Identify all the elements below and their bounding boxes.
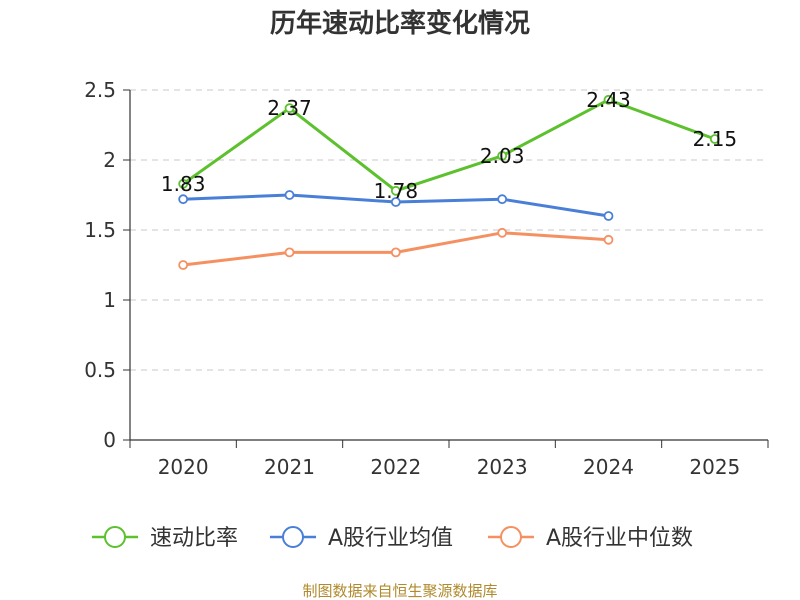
legend-label-0: 速动比率 [150,526,238,551]
x-tick-label-2021: 2021 [264,455,315,479]
data-labels: 1.83 2.37 1.78 2.03 2.43 2.15 [161,88,737,203]
point-s2-2024 [603,234,614,245]
point-s0-2021 [284,103,295,114]
x-tick-label-2024: 2024 [583,455,634,479]
point-s0-2024 [603,94,614,105]
data-label-2020: 1.83 [161,172,206,196]
point-s1-2021 [284,190,295,200]
data-label-2024: 2.43 [586,88,631,112]
legend: 速动比率 A股行业均值 A股行业中位数 [92,526,693,551]
x-tick-label-2023: 2023 [477,455,528,479]
source-note: 制图数据来自恒生聚源数据库 [302,582,497,600]
y-tick-label-0: 0 [103,428,116,452]
data-label-2021: 2.37 [267,96,312,120]
legend-marker-0 [104,526,126,548]
point-s2-2020 [178,260,189,270]
point-s0-2023 [497,150,508,161]
y-tick-label-2: 1 [103,288,116,312]
point-s1-2022 [390,197,401,207]
axes [123,89,769,448]
point-s2-2023 [497,227,508,238]
legend-marker-1 [282,526,304,548]
data-label-2023: 2.03 [480,144,525,168]
point-s1-2020 [178,194,189,205]
chart-title: 历年速动比率变化情况 [270,8,530,39]
legend-label-2: A股行业中位数 [546,526,693,551]
y-tick-label-1: 0.5 [84,358,116,382]
data-label-2025: 2.15 [693,127,738,151]
point-s0-2022 [390,185,401,196]
tick-labels: 0 0.5 1 1.5 2 2.5 2020 2021 2022 2023 2024 2025 [84,78,740,479]
legend-marker-2 [500,526,522,548]
y-tick-label-5: 2.5 [84,78,116,102]
legend-label-1: A股行业均值 [328,526,453,551]
x-tick-label-2020: 2020 [158,455,209,479]
point-s1-2024 [603,211,614,221]
point-s0-2025 [709,134,720,144]
point-s2-2021 [284,247,295,258]
series-line-0 [182,98,716,193]
series-group [178,94,720,270]
point-s1-2023 [497,194,508,205]
y-tick-label-4: 2 [103,148,116,172]
gridlines [130,89,768,371]
y-tick-label-3: 1.5 [84,218,116,242]
x-tick-label-2025: 2025 [689,455,740,479]
point-s0-2020 [178,178,189,189]
data-label-2022: 1.78 [374,179,419,203]
point-s2-2022 [390,247,401,258]
x-tick-label-2022: 2022 [370,455,421,479]
